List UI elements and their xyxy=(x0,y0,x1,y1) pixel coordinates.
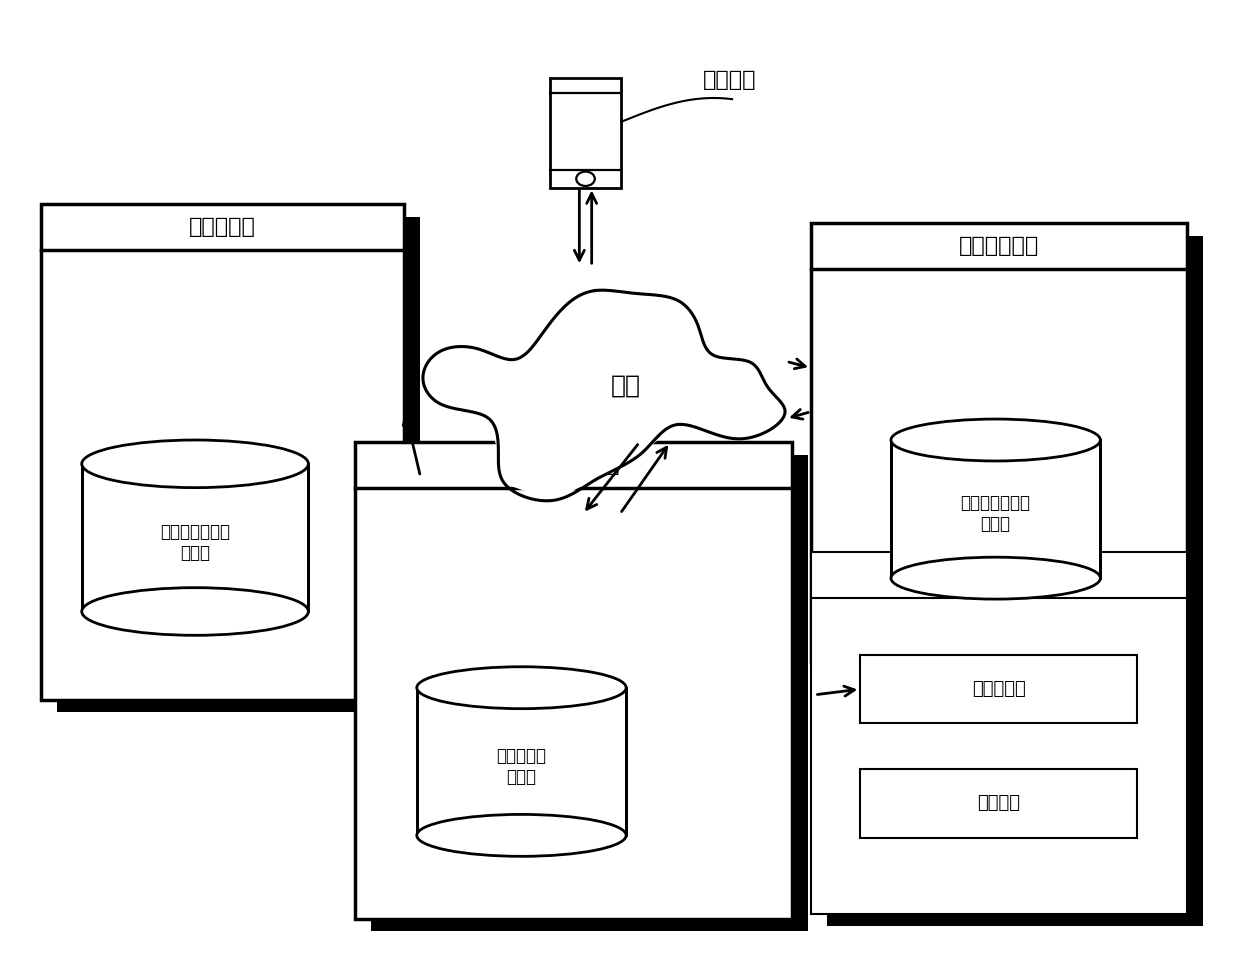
Ellipse shape xyxy=(892,557,1100,599)
Bar xyxy=(417,688,626,835)
Text: 电子锁具: 电子锁具 xyxy=(977,795,1021,812)
Bar xyxy=(827,564,1203,926)
Text: 微信账号及标识
数据库: 微信账号及标识 数据库 xyxy=(160,523,231,562)
Text: 用户终端: 用户终端 xyxy=(703,70,756,90)
Circle shape xyxy=(577,172,595,186)
Bar xyxy=(811,223,1187,661)
Bar xyxy=(355,442,792,919)
Bar xyxy=(861,654,1137,724)
Bar xyxy=(82,464,309,611)
Bar xyxy=(811,552,1187,914)
Ellipse shape xyxy=(82,588,309,635)
Ellipse shape xyxy=(82,440,309,487)
Text: 门禁控制器: 门禁控制器 xyxy=(972,680,1025,698)
Bar xyxy=(57,216,420,712)
Text: 微信服务器: 微信服务器 xyxy=(190,217,257,237)
Ellipse shape xyxy=(417,814,626,856)
Text: 网络: 网络 xyxy=(611,373,641,397)
Bar xyxy=(861,769,1137,838)
Polygon shape xyxy=(423,290,785,501)
Bar xyxy=(549,78,621,187)
Ellipse shape xyxy=(892,419,1100,461)
Text: 门禁单元: 门禁单元 xyxy=(973,565,1024,585)
Ellipse shape xyxy=(417,667,626,708)
Text: 权限关联表
数据库: 权限关联表 数据库 xyxy=(496,747,547,786)
Text: 门禁应用服务器: 门禁应用服务器 xyxy=(527,456,621,476)
Bar xyxy=(41,205,404,700)
Text: 认识信息关联表
数据库: 认识信息关联表 数据库 xyxy=(961,495,1030,533)
Bar xyxy=(827,235,1203,674)
Bar xyxy=(371,455,808,931)
Bar xyxy=(892,440,1100,579)
Text: 第三方服务器: 第三方服务器 xyxy=(959,236,1039,257)
